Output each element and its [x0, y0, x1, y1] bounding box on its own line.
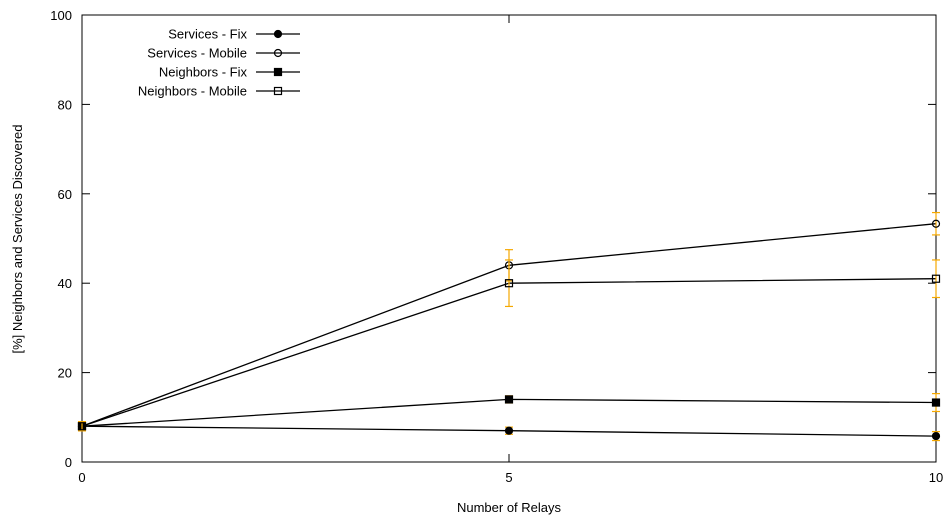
y-tick-label: 60 [58, 187, 72, 202]
y-tick-label: 100 [50, 8, 72, 23]
series-4 [77, 259, 941, 432]
data-point [931, 219, 941, 228]
legend-label: Neighbors - Fix [159, 65, 248, 80]
legend-marker [273, 67, 283, 77]
data-point [504, 395, 514, 404]
legend-marker [273, 48, 283, 58]
legend-marker [273, 29, 283, 39]
data-point [931, 431, 941, 441]
legend-marker [273, 86, 283, 96]
y-tick-label: 40 [58, 276, 72, 291]
series-layer [77, 211, 941, 442]
data-point [931, 398, 941, 407]
data-point [504, 279, 514, 288]
x-axis-title: Number of Relays [457, 500, 562, 515]
x-tick-label: 0 [78, 470, 85, 485]
series-1 [77, 421, 941, 442]
error-bar [932, 259, 940, 299]
legend-item: Neighbors - Mobile [138, 84, 300, 99]
data-point [77, 422, 87, 431]
y-tick-label: 0 [65, 455, 72, 470]
data-point [931, 274, 941, 283]
y-tick-label: 80 [58, 97, 72, 112]
error-bar [932, 211, 940, 236]
axis-ticks: 0 20 40 60 80 100 0 5 10 [50, 8, 943, 485]
y-tick-label: 20 [58, 366, 72, 381]
legend-item: Services - Fix [168, 27, 300, 42]
legend-label: Services - Fix [168, 27, 247, 42]
x-tick-label: 5 [505, 470, 512, 485]
legend-item: Services - Mobile [147, 46, 300, 61]
error-bar [505, 259, 513, 308]
data-point [504, 426, 514, 435]
legend: Services - Fix Services - Mobile Neighbors… [138, 27, 300, 99]
legend-label: Services - Mobile [147, 46, 247, 61]
y-axis-title: [%] Neighbors and Services Discovered [10, 124, 25, 353]
x-tick-label: 10 [929, 470, 943, 485]
legend-label: Neighbors - Mobile [138, 84, 247, 99]
series-3 [77, 393, 941, 432]
legend-item: Neighbors - Fix [159, 65, 300, 80]
plot-frame [81, 14, 937, 463]
